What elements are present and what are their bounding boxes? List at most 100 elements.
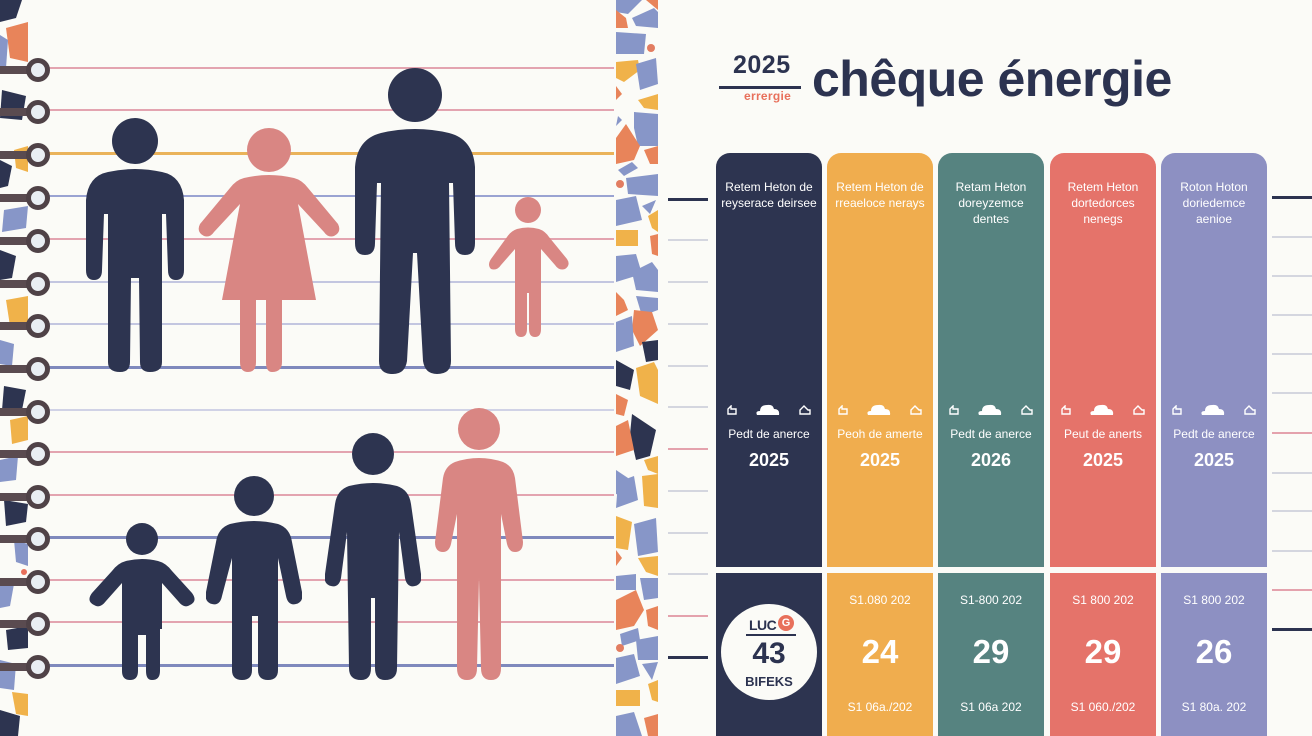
stat-value: 29	[1084, 633, 1122, 670]
stat-value: 24	[861, 633, 899, 670]
tick-mark	[1272, 196, 1312, 199]
badge-value: 43	[752, 637, 786, 670]
energy-card[interactable]: Retam Heton doreyzemce dentes Pedt de an…	[938, 153, 1044, 567]
title-subtitle: errergie	[744, 89, 792, 103]
energy-card[interactable]: Retem Heton de reyserace deirsee Pedt de…	[716, 153, 822, 567]
man-figure-icon	[325, 432, 421, 680]
ruled-line	[38, 494, 614, 496]
tick-mark	[668, 448, 708, 450]
man-figure-icon	[86, 118, 184, 372]
tick-mark	[668, 406, 708, 408]
tick-mark	[668, 532, 708, 534]
spiral-ring	[0, 441, 52, 467]
cloud-icon	[977, 403, 1003, 417]
stat-top-label: S1.080 202	[849, 593, 911, 607]
tick-mark	[668, 198, 708, 201]
house-icon	[910, 405, 922, 415]
house-icon	[1172, 405, 1182, 415]
house-icon	[727, 405, 737, 415]
stat-bottom-label: S1 80a. 202	[1181, 700, 1247, 714]
cloud-icon	[755, 403, 781, 417]
ruled-line	[38, 281, 614, 283]
energy-card[interactable]: Retem Heton dortedorces nenegs Peut de a…	[1050, 153, 1156, 567]
card-label: Peut de anerts	[1063, 427, 1143, 441]
spiral-ring	[0, 611, 52, 637]
stat-badge: LUC G 43 BIFEKS	[721, 604, 817, 700]
stat-bottom-label: S1 060./202	[1070, 700, 1136, 714]
cloud-icon	[866, 403, 892, 417]
man-figure-icon	[435, 408, 523, 680]
tick-mark	[1272, 589, 1312, 591]
stat-bottom-label: S1 06a 202	[960, 700, 1022, 714]
card-year: 2025	[1193, 450, 1235, 470]
tick-mark	[1272, 432, 1312, 434]
ruled-line	[38, 238, 614, 240]
tick-mark	[668, 573, 708, 575]
child-figure-icon	[489, 197, 569, 337]
stat-cell[interactable]: LUC G 43 BIFEKS	[716, 573, 822, 736]
spiral-ring	[0, 185, 52, 211]
stat-value: 29	[972, 633, 1010, 670]
energy-card[interactable]: Roton Hoton doriedemce aenioe Pedt de an…	[1161, 153, 1267, 567]
card-label: Pedt de anerce	[950, 427, 1032, 441]
card-heading: Retem Heton dortedorces nenegs	[1067, 180, 1139, 226]
house-icon	[799, 405, 811, 415]
center-mosaic-strip	[614, 0, 659, 736]
card-icon-row	[1050, 401, 1156, 419]
man-figure-icon	[206, 476, 302, 680]
house-icon	[1133, 405, 1145, 415]
ruled-line	[38, 323, 614, 325]
ruled-line	[38, 109, 614, 111]
tick-mark	[668, 239, 708, 241]
spiral-ring	[0, 271, 52, 297]
card-heading: Roton Hoton doriedemce aenioe	[1180, 180, 1248, 226]
energy-card[interactable]: Retem Heton de rreaeloce nerays Peoh de …	[827, 153, 933, 567]
tick-mark	[668, 490, 708, 492]
stat-cell[interactable]: S1.080 202 24 S1 06a./202	[827, 573, 933, 736]
tick-mark	[668, 281, 708, 283]
ruled-line	[38, 621, 614, 623]
house-icon	[1061, 405, 1071, 415]
notebook-page	[0, 0, 614, 736]
card-year: 2025	[748, 450, 790, 470]
spiral-ring	[0, 57, 52, 83]
card-heading: Retam Heton doreyzemce dentes	[955, 180, 1027, 226]
house-icon	[1021, 405, 1033, 415]
house-icon	[1244, 405, 1256, 415]
stat-cell[interactable]: S1 800 202 26 S1 80a. 202	[1161, 573, 1267, 736]
stat-top-label: S1 800 202	[1183, 593, 1245, 607]
card-label: Pedt de anerce	[1173, 427, 1255, 441]
spiral-ring	[0, 356, 52, 382]
badge-divider	[746, 634, 796, 636]
card-icon-row	[1161, 401, 1267, 419]
ruled-line	[38, 536, 614, 539]
spiral-ring	[0, 99, 52, 125]
stat-cell[interactable]: S1-800 202 29 S1 06a 202	[938, 573, 1044, 736]
card-heading: Retem Heton de reyserace deirsee	[721, 180, 817, 210]
badge-dot-icon: G	[778, 615, 794, 631]
tick-mark	[1272, 472, 1312, 474]
cloud-icon	[1200, 403, 1226, 417]
spiral-ring	[0, 569, 52, 595]
stat-cell[interactable]: S1 800 202 29 S1 060./202	[1050, 573, 1156, 736]
spiral-ring	[0, 526, 52, 552]
man-figure-icon	[355, 67, 475, 374]
badge-footer: BIFEKS	[745, 674, 793, 689]
house-icon	[838, 405, 848, 415]
card-icon-row	[938, 401, 1044, 419]
tick-mark	[668, 615, 708, 617]
card-label: Pedt de anerce	[728, 427, 810, 441]
cloud-icon	[1089, 403, 1115, 417]
card-icon-row	[716, 401, 822, 419]
spiral-ring	[0, 484, 52, 510]
card-year: 2025	[859, 450, 901, 470]
stat-top-label: S1-800 202	[959, 593, 1023, 607]
ruled-line	[38, 67, 614, 69]
tick-mark	[1272, 510, 1312, 512]
card-heading: Retem Heton de rreaeloce nerays	[835, 180, 925, 210]
child-figure-icon	[88, 523, 196, 680]
stat-bottom-label: S1 06a./202	[847, 700, 913, 714]
woman-figure-icon	[198, 128, 340, 372]
tick-mark	[668, 656, 708, 659]
tick-mark	[1272, 628, 1312, 631]
